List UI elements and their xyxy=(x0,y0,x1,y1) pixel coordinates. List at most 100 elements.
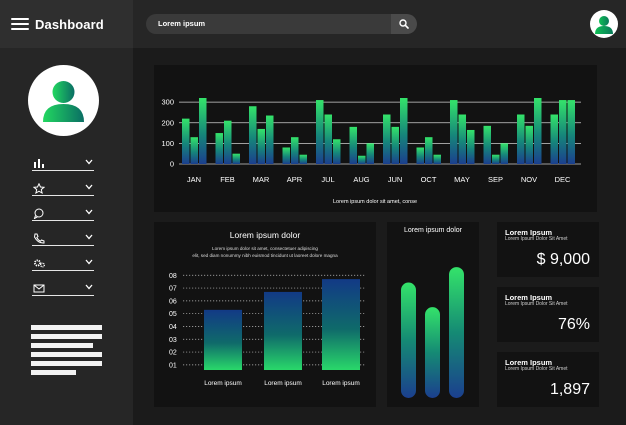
bar xyxy=(550,114,558,164)
summary-chart-panel: Lorem ipsum dolor Lorem ipsum dolor sit a… xyxy=(154,222,376,407)
bar xyxy=(316,100,324,164)
bar xyxy=(391,126,399,164)
chevron-down-icon xyxy=(85,259,93,265)
search-icon xyxy=(399,19,409,29)
x-tick-label: JUL xyxy=(321,175,334,184)
y-tick-label: 08 xyxy=(169,273,177,280)
bar xyxy=(400,98,408,164)
x-tick-label: MAY xyxy=(454,175,470,184)
bar xyxy=(190,137,198,164)
bar xyxy=(299,154,307,164)
sidebar-item-mail[interactable] xyxy=(32,284,94,296)
stat-value: 76% xyxy=(557,316,590,333)
stat-card: Lorem Ipsum Lorem Ipsum Dolor Sit Amet 7… xyxy=(497,287,599,342)
bar xyxy=(401,282,416,398)
bar xyxy=(215,133,223,164)
bar xyxy=(282,147,290,164)
monthly-bar-chart: 0 100 200 300 JAN FEB MAR APR JUL AUG JUN OCT MAY SEP… xyxy=(161,98,581,205)
bar xyxy=(366,143,374,164)
chevron-down-icon xyxy=(85,159,93,165)
bar xyxy=(204,309,242,370)
bar xyxy=(517,114,525,164)
bar xyxy=(425,137,433,164)
capsule-chart-panel: Lorem ipsum dolor xyxy=(387,222,479,407)
settings-icon xyxy=(34,259,45,268)
bar xyxy=(249,106,257,164)
x-tick-label: NOV xyxy=(521,175,537,184)
sidebar xyxy=(0,48,133,425)
summary-bar-chart: Lorem ipsum dolor Lorem ipsum dolor sit a… xyxy=(169,230,366,387)
y-tick-label: 0 xyxy=(170,160,174,169)
stat-value: 1,897 xyxy=(549,381,590,398)
x-tick-label: Lorem ipsum xyxy=(204,380,242,387)
chart-title: Lorem ipsum dolor xyxy=(230,230,301,240)
bar xyxy=(534,98,542,164)
profile-avatar[interactable] xyxy=(28,65,99,136)
x-tick-label: Lorem ipsum xyxy=(322,380,360,387)
bar xyxy=(349,126,357,164)
sidebar-item-favorites[interactable] xyxy=(32,183,94,196)
menu-icon[interactable] xyxy=(11,18,29,30)
bar xyxy=(224,120,232,164)
x-tick-label: FEB xyxy=(220,175,235,184)
bar xyxy=(199,98,207,164)
bar xyxy=(264,291,302,370)
stat-title: Lorem Ipsum xyxy=(505,293,553,302)
x-tick-label: APR xyxy=(287,175,303,184)
bar-chart-icon xyxy=(34,159,44,168)
bar xyxy=(567,100,575,164)
brand: Dashboard xyxy=(0,0,133,48)
capsule-bar-chart: Lorem ipsum dolor xyxy=(401,227,464,398)
search-input[interactable]: Lorem ipsum xyxy=(158,19,206,28)
stat-card: Lorem Ipsum Lorem Ipsum Dolor Sit Amet 1… xyxy=(497,352,599,407)
bar xyxy=(483,125,491,164)
y-tick-label: 06 xyxy=(169,298,177,305)
bar xyxy=(458,114,466,164)
bar xyxy=(322,279,360,370)
star-icon xyxy=(33,183,45,194)
bar xyxy=(291,137,299,164)
stat-title: Lorem Ipsum xyxy=(505,228,553,237)
chart-subtitle: elit, sed diam nonummy nibh euismod tinc… xyxy=(192,253,338,258)
stat-card: Lorem Ipsum Lorem Ipsum Dolor Sit Amet $… xyxy=(497,222,599,277)
placeholder-text-block xyxy=(31,325,102,379)
x-tick-label: JAN xyxy=(187,175,201,184)
x-tick-label: JUN xyxy=(388,175,403,184)
chat-icon xyxy=(33,208,44,219)
bar xyxy=(433,154,441,164)
x-tick-label: Lorem ipsum xyxy=(264,380,302,387)
bar xyxy=(182,118,190,164)
bar xyxy=(333,139,341,164)
bar xyxy=(467,129,475,164)
bar xyxy=(266,115,274,164)
y-tick-label: 200 xyxy=(161,118,174,127)
y-tick-label: 100 xyxy=(161,139,174,148)
stat-subtitle: Lorem Ipsum Dolor Sit Amet xyxy=(505,236,568,242)
mail-icon xyxy=(33,284,45,293)
sidebar-item-stats[interactable] xyxy=(32,159,94,171)
stat-subtitle: Lorem Ipsum Dolor Sit Amet xyxy=(505,366,568,372)
search-button[interactable] xyxy=(391,14,417,34)
x-tick-label: MAR xyxy=(253,175,270,184)
stat-value: $ 9,000 xyxy=(536,251,590,268)
phone-icon xyxy=(33,233,45,244)
bar xyxy=(383,114,391,164)
user-icon xyxy=(43,81,84,122)
search-bar[interactable]: Lorem ipsum xyxy=(146,14,417,34)
y-tick-label: 04 xyxy=(169,324,177,331)
bar xyxy=(425,307,440,398)
chart-title: Lorem ipsum dolor xyxy=(404,227,463,234)
bar xyxy=(492,154,500,164)
chevron-down-icon xyxy=(85,184,93,190)
stat-title: Lorem Ipsum xyxy=(505,358,553,367)
monthly-chart-panel: 0 100 200 300 JAN FEB MAR APR JUL AUG JUN OCT MAY SEP… xyxy=(154,65,597,212)
sidebar-item-settings[interactable] xyxy=(32,259,94,271)
chart-subtitle: Lorem ipsum dolor sit amet, consectetuer… xyxy=(212,246,318,251)
user-avatar[interactable] xyxy=(590,10,618,38)
bar xyxy=(449,267,464,398)
sidebar-item-calls[interactable] xyxy=(32,233,94,246)
sidebar-item-messages[interactable] xyxy=(32,208,94,221)
user-icon xyxy=(595,16,613,34)
bar xyxy=(559,100,567,164)
